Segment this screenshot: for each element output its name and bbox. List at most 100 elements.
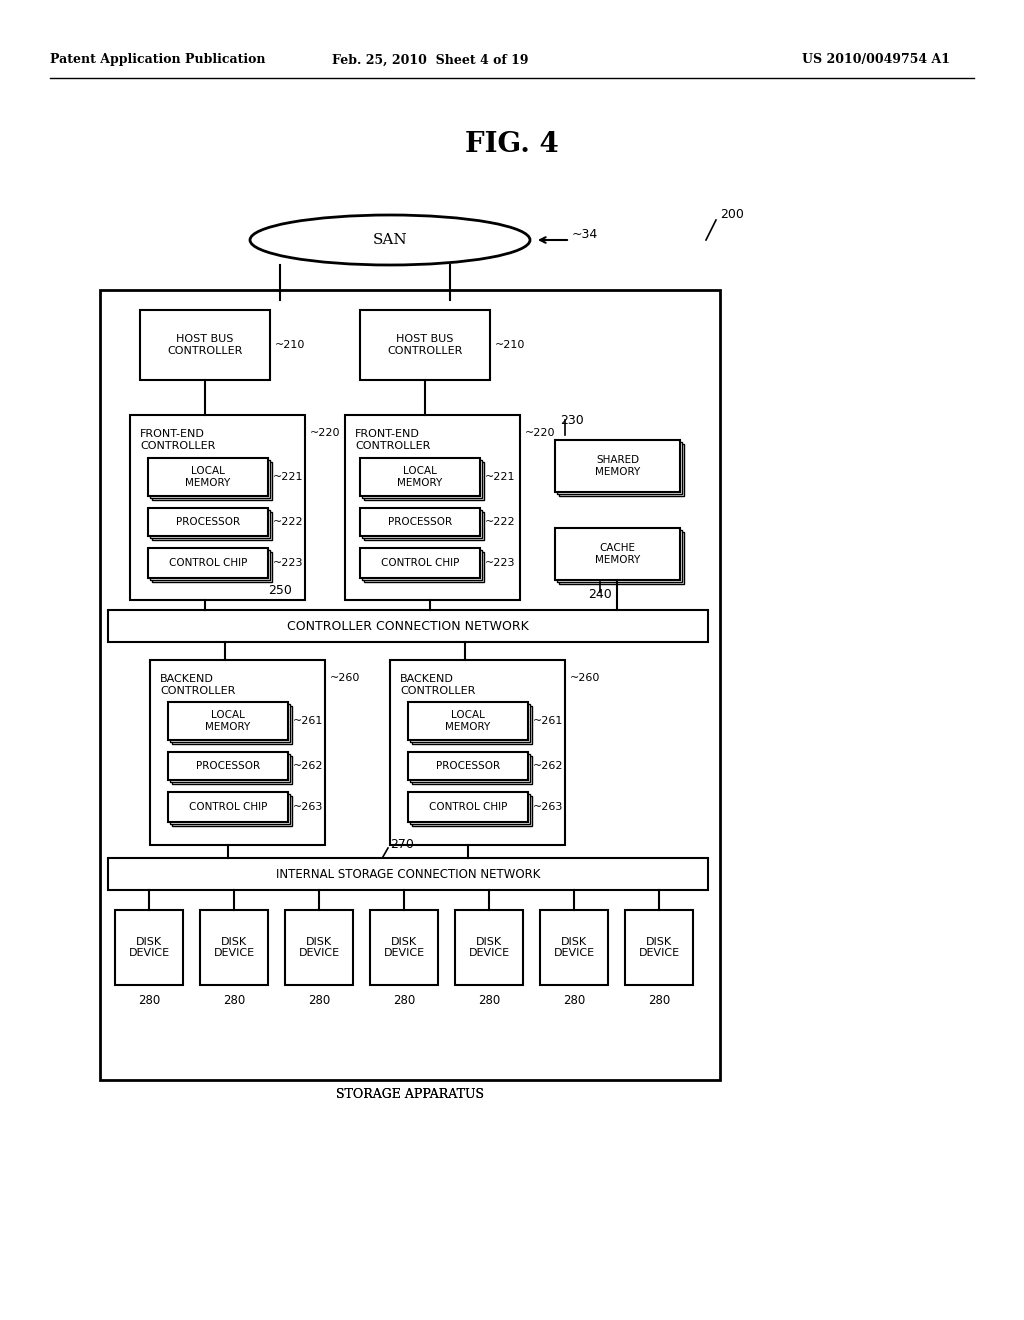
Text: STORAGE APPARATUS: STORAGE APPARATUS bbox=[336, 1088, 484, 1101]
Ellipse shape bbox=[250, 215, 530, 265]
Text: PROCESSOR: PROCESSOR bbox=[388, 517, 452, 527]
Text: ~223: ~223 bbox=[273, 558, 303, 568]
Text: BACKEND
CONTROLLER: BACKEND CONTROLLER bbox=[160, 675, 236, 696]
Text: DISK
DEVICE: DISK DEVICE bbox=[638, 937, 680, 958]
Bar bbox=[412, 706, 532, 744]
Text: STORAGE APPARATUS: STORAGE APPARATUS bbox=[336, 1088, 484, 1101]
Bar bbox=[362, 510, 482, 539]
Bar bbox=[172, 706, 292, 744]
Text: 250: 250 bbox=[268, 583, 292, 597]
Bar bbox=[412, 796, 532, 826]
Bar bbox=[172, 756, 292, 784]
Bar bbox=[200, 909, 268, 985]
Bar bbox=[370, 909, 438, 985]
Bar bbox=[408, 752, 528, 780]
Text: DISK
DEVICE: DISK DEVICE bbox=[213, 937, 255, 958]
Text: ~220: ~220 bbox=[525, 428, 555, 438]
Bar bbox=[150, 660, 325, 845]
Bar bbox=[150, 510, 270, 539]
Text: LOCAL
MEMORY: LOCAL MEMORY bbox=[445, 710, 490, 731]
Bar bbox=[108, 858, 708, 890]
Text: HOST BUS
CONTROLLER: HOST BUS CONTROLLER bbox=[387, 334, 463, 356]
Text: CACHE
MEMORY: CACHE MEMORY bbox=[595, 544, 640, 565]
Text: ~263: ~263 bbox=[534, 803, 563, 812]
Bar bbox=[148, 548, 268, 578]
Bar bbox=[559, 532, 684, 583]
Text: FRONT-END
CONTROLLER: FRONT-END CONTROLLER bbox=[355, 429, 430, 450]
Bar bbox=[172, 796, 292, 826]
Text: Feb. 25, 2010  Sheet 4 of 19: Feb. 25, 2010 Sheet 4 of 19 bbox=[332, 54, 528, 66]
Text: ~263: ~263 bbox=[293, 803, 324, 812]
Text: DISK
DEVICE: DISK DEVICE bbox=[298, 937, 340, 958]
Text: CONTROL CHIP: CONTROL CHIP bbox=[169, 558, 247, 568]
Text: ~261: ~261 bbox=[293, 715, 324, 726]
Text: 280: 280 bbox=[223, 994, 245, 1007]
Text: 280: 280 bbox=[478, 994, 500, 1007]
Text: ~220: ~220 bbox=[310, 428, 341, 438]
Text: DISK
DEVICE: DISK DEVICE bbox=[383, 937, 425, 958]
Bar bbox=[170, 795, 290, 824]
Text: DISK
DEVICE: DISK DEVICE bbox=[468, 937, 510, 958]
Text: 270: 270 bbox=[390, 838, 414, 851]
Bar bbox=[168, 752, 288, 780]
Bar bbox=[140, 310, 270, 380]
Text: ~223: ~223 bbox=[485, 558, 515, 568]
Text: ~210: ~210 bbox=[495, 341, 525, 350]
Text: DISK
DEVICE: DISK DEVICE bbox=[553, 937, 595, 958]
Text: ~210: ~210 bbox=[275, 341, 305, 350]
Text: 280: 280 bbox=[563, 994, 585, 1007]
Text: ~261: ~261 bbox=[534, 715, 563, 726]
Bar bbox=[410, 704, 530, 742]
Bar bbox=[410, 795, 530, 824]
Bar bbox=[150, 459, 270, 498]
Text: INTERNAL STORAGE CONNECTION NETWORK: INTERNAL STORAGE CONNECTION NETWORK bbox=[275, 867, 541, 880]
Bar bbox=[557, 442, 682, 494]
Text: CONTROL CHIP: CONTROL CHIP bbox=[381, 558, 459, 568]
Text: PROCESSOR: PROCESSOR bbox=[436, 762, 500, 771]
Bar bbox=[540, 909, 608, 985]
Bar bbox=[408, 792, 528, 822]
Text: LOCAL
MEMORY: LOCAL MEMORY bbox=[206, 710, 251, 731]
Bar bbox=[345, 414, 520, 601]
Text: DISK
DEVICE: DISK DEVICE bbox=[128, 937, 170, 958]
Text: FRONT-END
CONTROLLER: FRONT-END CONTROLLER bbox=[140, 429, 215, 450]
Bar bbox=[557, 531, 682, 582]
Text: US 2010/0049754 A1: US 2010/0049754 A1 bbox=[802, 54, 950, 66]
Bar bbox=[555, 440, 680, 492]
Text: SAN: SAN bbox=[373, 234, 408, 247]
Text: 240: 240 bbox=[588, 589, 612, 602]
Bar bbox=[115, 909, 183, 985]
Bar bbox=[364, 512, 484, 540]
Text: CONTROL CHIP: CONTROL CHIP bbox=[188, 803, 267, 812]
Bar bbox=[362, 459, 482, 498]
Bar bbox=[152, 512, 272, 540]
Bar bbox=[625, 909, 693, 985]
Bar bbox=[362, 550, 482, 579]
Bar bbox=[148, 458, 268, 496]
Bar bbox=[360, 310, 490, 380]
Text: 230: 230 bbox=[560, 413, 584, 426]
Text: LOCAL
MEMORY: LOCAL MEMORY bbox=[185, 466, 230, 488]
Text: 280: 280 bbox=[308, 994, 330, 1007]
Bar bbox=[152, 462, 272, 500]
Bar bbox=[408, 702, 528, 741]
Bar bbox=[130, 414, 305, 601]
Bar bbox=[100, 290, 720, 1080]
Text: CONTROL CHIP: CONTROL CHIP bbox=[429, 803, 507, 812]
Text: ~262: ~262 bbox=[293, 762, 324, 771]
Text: CONTROLLER CONNECTION NETWORK: CONTROLLER CONNECTION NETWORK bbox=[287, 619, 528, 632]
Text: 280: 280 bbox=[138, 994, 160, 1007]
Text: ~221: ~221 bbox=[485, 473, 515, 482]
Text: FIG. 4: FIG. 4 bbox=[465, 132, 559, 158]
Bar bbox=[555, 528, 680, 579]
Text: LOCAL
MEMORY: LOCAL MEMORY bbox=[397, 466, 442, 488]
Bar bbox=[360, 548, 480, 578]
Text: ~262: ~262 bbox=[534, 762, 563, 771]
Bar bbox=[455, 909, 523, 985]
Text: Patent Application Publication: Patent Application Publication bbox=[50, 54, 265, 66]
Text: ~222: ~222 bbox=[273, 517, 304, 527]
Bar bbox=[360, 458, 480, 496]
Bar bbox=[285, 909, 353, 985]
Text: ~222: ~222 bbox=[485, 517, 516, 527]
Text: ~260: ~260 bbox=[570, 673, 600, 682]
